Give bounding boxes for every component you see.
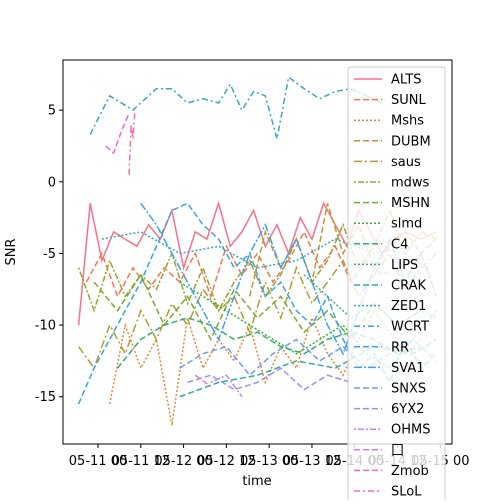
series-line-20 — [105, 112, 130, 155]
legend-label: Zmob — [391, 464, 429, 479]
legend-label: ALTS — [391, 73, 422, 88]
legend-label: OHMS — [391, 423, 430, 438]
x-tick-label: 05-13 00 — [240, 454, 298, 469]
x-tick-label: 05-12 00 — [154, 454, 212, 469]
y-tick-label: 5 — [48, 104, 56, 119]
y-tick-label: 0 — [48, 175, 56, 190]
x-tick-label: 05-12 12 — [197, 454, 255, 469]
plot-frame — [62, 59, 453, 445]
legend-label: SUNL — [391, 93, 426, 108]
legend-label: CRAK — [391, 279, 426, 294]
series-line-5 — [77, 251, 437, 370]
legend-label: LIPS — [391, 258, 418, 273]
legend-label: ZED1 — [391, 299, 426, 314]
series-line-13 — [89, 75, 383, 139]
legend-label: SVA1 — [391, 361, 424, 376]
legend-label: slmd — [391, 217, 422, 232]
x-tick-label: 05-11 00 — [69, 454, 127, 469]
legend-label: C4 — [391, 237, 408, 252]
legend: ALTS SUNL Mshs DUBM saus mdws MSHN slmd C4 LIPS CR… — [347, 66, 446, 504]
legend-label: 6YX2 — [391, 402, 424, 417]
legend-label: SNXS — [391, 382, 426, 397]
legend-label: SLoL — [391, 485, 422, 500]
y-tick-label: -10 — [35, 319, 56, 334]
series-line-15 — [140, 202, 438, 356]
legend-label: saus — [391, 155, 421, 170]
legend-label: DUBM — [391, 134, 431, 149]
legend-label: Mshs — [391, 114, 424, 129]
series-line-18 — [210, 374, 243, 398]
series-line-19 — [194, 374, 212, 388]
x-axis-label: time — [242, 474, 271, 489]
series-line-21 — [128, 110, 136, 175]
legend-frame — [347, 66, 446, 504]
legend-label: 囗 — [391, 443, 404, 458]
x-tick-label: 05-13 12 — [283, 454, 341, 469]
series-line-17 — [187, 367, 352, 391]
legend-label: MSHN — [391, 196, 430, 211]
y-axis: 5 0 -5 -10 -15 — [35, 104, 63, 405]
legend-label: mdws — [391, 176, 430, 191]
series-line-14 — [77, 202, 437, 405]
x-tick-label: 05-11 12 — [112, 454, 170, 469]
y-axis-label: SNR — [4, 238, 19, 265]
y-tick-label: -15 — [35, 390, 56, 405]
legend-label: RR — [391, 340, 409, 355]
legend-label: WCRT — [391, 320, 429, 335]
y-tick-label: -5 — [43, 247, 56, 262]
